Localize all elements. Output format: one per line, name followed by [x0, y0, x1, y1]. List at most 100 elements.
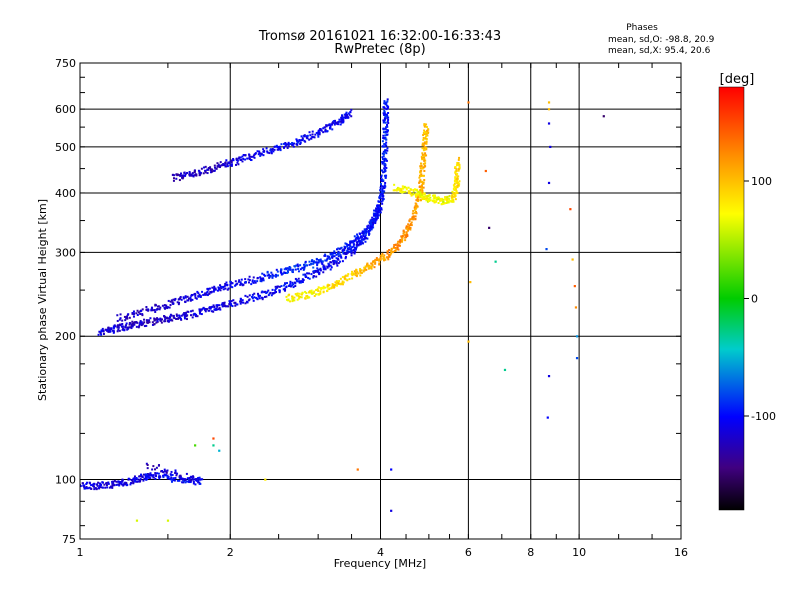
data-point — [254, 152, 257, 155]
data-point — [123, 329, 126, 332]
data-point — [301, 278, 304, 281]
data-point — [355, 241, 358, 244]
data-point — [227, 287, 230, 290]
data-point — [142, 473, 145, 476]
data-point — [155, 308, 158, 311]
data-point — [246, 301, 249, 304]
data-point — [219, 285, 222, 288]
data-point — [202, 293, 205, 296]
data-point — [256, 150, 259, 153]
data-point — [311, 135, 314, 138]
data-point — [333, 255, 336, 258]
data-point — [374, 214, 377, 217]
data-point — [326, 257, 329, 260]
data-point — [188, 476, 191, 479]
data-point — [306, 134, 309, 137]
data-point — [425, 140, 428, 143]
data-point — [335, 280, 338, 283]
data-point — [380, 182, 383, 185]
data-point — [294, 285, 297, 288]
data-point — [363, 230, 366, 233]
data-point — [353, 252, 356, 255]
data-point — [425, 199, 428, 202]
data-point — [238, 279, 241, 282]
data-point — [422, 149, 425, 152]
data-point — [401, 240, 404, 243]
data-point — [384, 131, 387, 134]
data-point — [415, 212, 418, 215]
data-point — [413, 206, 416, 209]
data-point — [226, 288, 229, 291]
data-point — [376, 216, 379, 219]
data-point — [293, 296, 296, 299]
data-point — [386, 149, 389, 152]
data-point — [313, 270, 316, 273]
data-point — [170, 474, 173, 477]
data-point — [383, 120, 386, 123]
data-point — [126, 315, 129, 318]
data-point — [441, 197, 444, 200]
data-point — [384, 101, 387, 104]
data-point — [307, 276, 310, 279]
data-point — [318, 131, 321, 134]
data-point — [143, 325, 146, 328]
data-point — [287, 143, 290, 146]
data-point — [209, 169, 212, 172]
data-point — [341, 282, 344, 285]
data-point — [423, 131, 426, 134]
data-point — [240, 278, 243, 281]
data-point — [379, 258, 382, 261]
data-point — [363, 269, 366, 272]
data-point — [458, 164, 461, 167]
data-point — [269, 149, 272, 152]
data-point — [265, 295, 268, 298]
data-point — [229, 280, 232, 283]
data-point — [262, 148, 265, 151]
data-point — [322, 264, 325, 267]
data-point — [180, 172, 183, 175]
data-point — [170, 314, 173, 317]
data-point — [239, 300, 242, 303]
data-point — [388, 255, 391, 258]
data-point — [164, 318, 167, 321]
data-point — [366, 225, 369, 228]
data-point — [230, 303, 233, 306]
data-point — [384, 115, 387, 118]
data-point — [304, 297, 307, 300]
data-point — [418, 176, 421, 179]
data-point — [210, 290, 213, 293]
data-point — [442, 200, 445, 203]
data-point — [424, 162, 427, 165]
data-point — [382, 153, 385, 156]
data-point — [112, 483, 115, 486]
data-point — [366, 262, 369, 265]
data-point — [182, 297, 185, 300]
data-point — [423, 158, 426, 161]
data-point — [434, 195, 437, 198]
data-point — [223, 164, 226, 167]
data-point — [341, 260, 344, 263]
data-point — [446, 198, 449, 201]
data-point — [153, 323, 156, 326]
data-point — [128, 316, 131, 319]
data-point — [278, 145, 281, 148]
data-point — [186, 314, 189, 317]
data-point — [206, 290, 209, 293]
data-point — [178, 301, 181, 304]
data-point — [292, 145, 295, 148]
data-point — [285, 143, 288, 146]
data-point — [140, 321, 143, 324]
data-point — [315, 270, 318, 273]
data-point — [230, 300, 233, 303]
data-point — [326, 266, 329, 269]
data-point — [331, 128, 334, 131]
data-point — [179, 316, 182, 319]
data-point — [457, 175, 460, 178]
data-point — [350, 108, 353, 111]
data-point — [301, 137, 304, 140]
data-point — [239, 282, 242, 285]
data-point — [207, 167, 210, 170]
data-point — [359, 270, 362, 273]
data-point — [158, 477, 161, 480]
data-point — [218, 287, 221, 290]
